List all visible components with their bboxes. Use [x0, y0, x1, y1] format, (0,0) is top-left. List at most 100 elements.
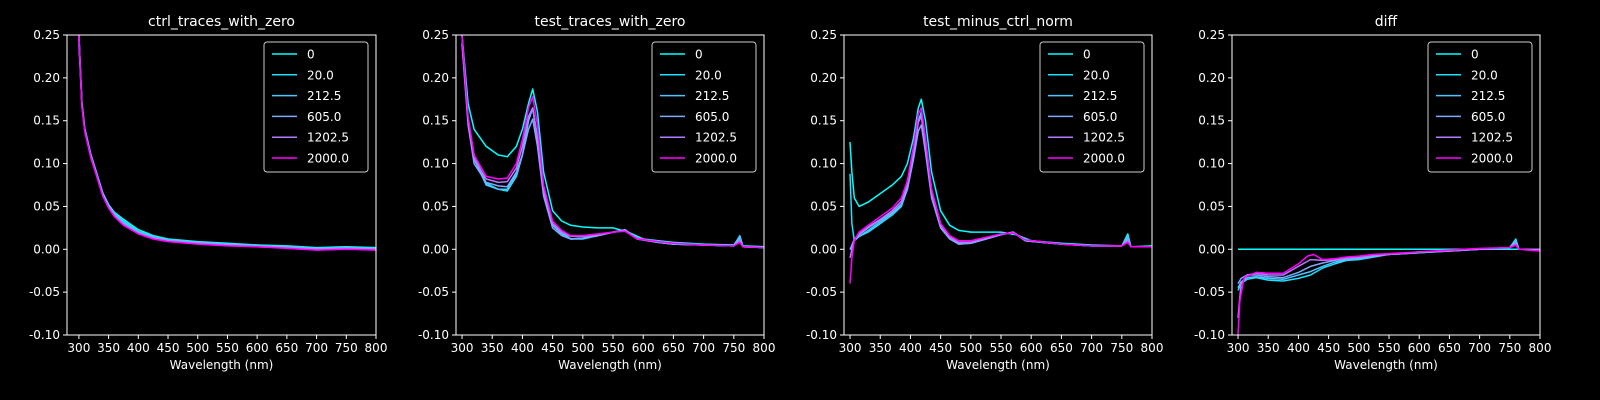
series-line-2000.0	[461, 35, 764, 249]
x-axis-label: Wavelength (nm)	[170, 358, 274, 372]
x-tick-label: 800	[365, 341, 388, 355]
x-tick-label: 650	[275, 341, 298, 355]
x-tick-label: 750	[335, 341, 358, 355]
legend-label: 20.0	[307, 68, 334, 82]
x-tick-label: 750	[722, 341, 745, 355]
axes-frame	[1231, 34, 1541, 336]
x-tick-label: 500	[1347, 341, 1370, 355]
legend-label: 2000.0	[695, 152, 737, 166]
legend-label: 212.5	[307, 89, 341, 103]
y-tick-label: 0.25	[810, 28, 837, 42]
y-tick-label: 0.05	[33, 199, 60, 213]
y-tick-label: 0.10	[422, 157, 449, 171]
x-tick-label: 800	[753, 341, 776, 355]
chart-title: test_minus_ctrl_norm	[923, 14, 1073, 30]
y-tick-label: 0.15	[33, 114, 60, 128]
x-tick-label: 500	[571, 341, 594, 355]
y-tick-label: 0.00	[422, 242, 449, 256]
x-tick-label: 800	[1141, 341, 1164, 355]
x-tick-label: 700	[305, 341, 328, 355]
legend: 0 20.0 212.5 605.0 1202.5 2000.0	[651, 41, 757, 173]
y-tick-label: 0.20	[810, 71, 837, 85]
y-tick-label: 0.05	[1198, 199, 1225, 213]
x-tick-label: 350	[481, 341, 504, 355]
x-axis-label: Wavelength (nm)	[558, 358, 662, 372]
legend-label: 605.0	[695, 110, 729, 124]
legend-label: 0	[307, 48, 315, 62]
y-tick-label: 0.05	[810, 199, 837, 213]
chart-title: diff	[1375, 14, 1398, 30]
y-tick-label: 0.20	[1198, 71, 1225, 85]
x-tick-label: 400	[511, 341, 534, 355]
x-tick-label: 600	[1408, 341, 1431, 355]
legend: 0 20.0 212.5 605.0 1202.5 2000.0	[1039, 41, 1145, 173]
x-tick-label: 300	[839, 341, 862, 355]
axes-frame	[455, 34, 765, 336]
x-tick-label: 700	[692, 341, 715, 355]
legend: 0 20.0 212.5 605.0 1202.5 2000.0	[1427, 41, 1533, 173]
x-tick-label: 300	[67, 341, 90, 355]
legend-label: 20.0	[695, 68, 722, 82]
plot-area	[1237, 238, 1540, 335]
x-tick-label: 600	[246, 341, 269, 355]
y-tick-label: -0.10	[1194, 328, 1225, 342]
legend-label: 0	[1471, 48, 1479, 62]
x-tick-label: 350	[869, 341, 892, 355]
legend-label: 1202.5	[307, 131, 349, 145]
y-tick-label: 0.15	[810, 114, 837, 128]
x-tick-label: 650	[1438, 341, 1461, 355]
x-tick-label: 550	[1378, 341, 1401, 355]
x-tick-label: 800	[1529, 341, 1552, 355]
chart-panel-2: 300 350 400 450 500 550 600 650 700 750 800 -0.10 -0…	[418, 14, 776, 372]
legend-label: 20.0	[1083, 68, 1110, 82]
y-tick-label: 0.10	[810, 157, 837, 171]
x-tick-label: 450	[1317, 341, 1340, 355]
chart-panel-3: 300 350 400 450 500 550 600 650 700 750 800 -0.10 -0…	[806, 14, 1164, 372]
legend-label: 20.0	[1471, 68, 1498, 82]
legend-label: 1202.5	[1083, 131, 1125, 145]
y-tick-label: 0.20	[33, 71, 60, 85]
y-tick-label: -0.05	[1194, 285, 1225, 299]
y-tick-label: 0.05	[422, 199, 449, 213]
x-tick-label: 400	[899, 341, 922, 355]
plot-area	[461, 35, 764, 249]
x-axis-label: Wavelength (nm)	[946, 358, 1050, 372]
y-tick-label: 0.25	[1198, 28, 1225, 42]
legend-label: 212.5	[1083, 89, 1117, 103]
legend-label: 1202.5	[1471, 131, 1513, 145]
x-axis-label: Wavelength (nm)	[1334, 358, 1438, 372]
x-tick-label: 450	[541, 341, 564, 355]
series-line-2000.0	[78, 35, 376, 251]
legend-label: 605.0	[307, 110, 341, 124]
x-tick-label: 750	[1110, 341, 1133, 355]
chart-title: ctrl_traces_with_zero	[148, 14, 295, 30]
chart-panel-4: 300 350 400 450 500 550 600 650 700 750 800 -0.10 -0…	[1194, 14, 1552, 372]
y-tick-label: 0.10	[1198, 157, 1225, 171]
legend-label: 0	[695, 48, 703, 62]
plot-area	[849, 98, 1152, 284]
x-tick-label: 550	[602, 341, 625, 355]
x-tick-label: 350	[97, 341, 120, 355]
x-tick-label: 500	[959, 341, 982, 355]
y-tick-label: -0.05	[806, 285, 837, 299]
y-tick-label: -0.10	[418, 328, 449, 342]
x-tick-label: 350	[1257, 341, 1280, 355]
x-tick-label: 400	[1287, 341, 1310, 355]
x-tick-label: 550	[990, 341, 1013, 355]
y-tick-label: 0.15	[1198, 114, 1225, 128]
x-tick-label: 400	[127, 341, 150, 355]
x-tick-label: 650	[662, 341, 685, 355]
legend-label: 605.0	[1471, 110, 1505, 124]
chart-panel-1: 300 350 400 450 500 550 600 650 700 750 800 -0.10 -0…	[29, 14, 388, 372]
y-tick-label: 0.25	[33, 28, 60, 42]
y-tick-label: 0.00	[1198, 242, 1225, 256]
axes-frame	[66, 34, 377, 336]
legend: 0 20.0 212.5 605.0 1202.5 2000.0	[263, 41, 369, 173]
series-line-2000.0	[1237, 244, 1540, 335]
legend-label: 212.5	[695, 89, 729, 103]
legend-label: 2000.0	[1083, 152, 1125, 166]
y-tick-label: 0.25	[422, 28, 449, 42]
x-tick-label: 600	[632, 341, 655, 355]
